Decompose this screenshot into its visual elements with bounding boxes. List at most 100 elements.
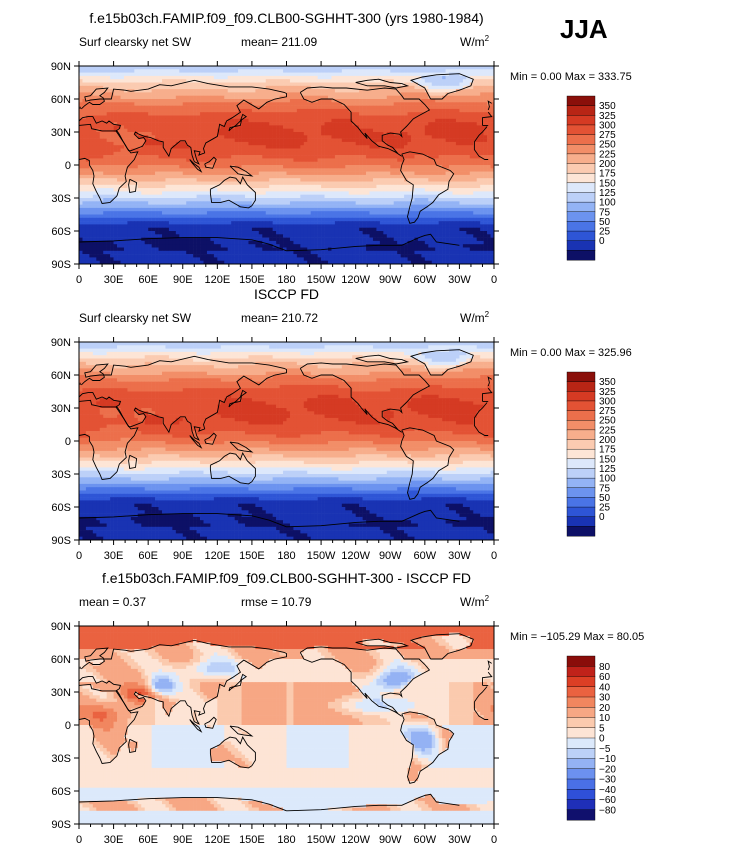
field-cell: [435, 79, 439, 83]
field-cell: [273, 149, 277, 153]
field-cell: [238, 139, 242, 143]
field-cell: [463, 66, 467, 70]
field-cell: [373, 185, 377, 189]
field-cell: [204, 116, 208, 120]
field-cell: [134, 99, 138, 103]
field-cell: [456, 168, 460, 172]
field-cell: [411, 86, 415, 90]
field-cell: [459, 125, 463, 129]
field-cell: [318, 102, 322, 106]
field-cell: [487, 188, 491, 192]
field-cell: [183, 129, 187, 133]
field-cell: [432, 112, 436, 116]
field-cell: [127, 125, 131, 129]
field-cell: [318, 79, 322, 83]
field-cell: [221, 109, 225, 113]
field-cell: [342, 195, 346, 199]
field-cell: [242, 106, 246, 110]
field-cell: [304, 69, 308, 73]
field-cell: [252, 69, 256, 73]
field-cell: [172, 102, 176, 106]
field-cell: [262, 76, 266, 80]
field-cell: [127, 92, 131, 96]
field-cell: [86, 152, 90, 156]
field-cell: [321, 165, 325, 169]
field-cell: [459, 96, 463, 100]
field-cell: [428, 139, 432, 143]
field-cell: [325, 139, 329, 143]
field-cell: [325, 92, 329, 96]
field-cell: [387, 125, 391, 129]
field-cell: [204, 69, 208, 73]
field-cell: [262, 188, 266, 192]
field-cell: [383, 168, 387, 172]
field-cell: [318, 198, 322, 202]
field-cell: [259, 149, 263, 153]
field-cell: [121, 178, 125, 182]
field-cell: [453, 66, 457, 70]
field-cell: [359, 119, 363, 123]
field-cell: [155, 155, 159, 159]
field-cell: [446, 152, 450, 156]
field-cell: [169, 125, 173, 129]
field-cell: [152, 201, 156, 205]
field-cell: [190, 178, 194, 182]
field-cell: [210, 116, 214, 120]
field-cell: [446, 66, 450, 70]
field-cell: [138, 122, 142, 126]
field-cell: [328, 79, 332, 83]
field-cell: [321, 106, 325, 110]
field-cell: [342, 165, 346, 169]
field-cell: [331, 162, 335, 166]
field-cell: [162, 106, 166, 110]
field-cell: [82, 69, 86, 73]
field-cell: [255, 195, 259, 199]
field-cell: [86, 79, 90, 83]
field-cell: [466, 69, 470, 73]
field-cell: [352, 132, 356, 136]
field-cell: [380, 116, 384, 120]
field-cell: [221, 76, 225, 80]
field-cell: [186, 76, 190, 80]
field-cell: [331, 116, 335, 120]
field-cell: [459, 168, 463, 172]
field-cell: [290, 162, 294, 166]
field-cell: [304, 76, 308, 80]
field-cell: [328, 155, 332, 159]
field-cell: [421, 73, 425, 77]
field-cell: [283, 132, 287, 136]
field-cell: [473, 182, 477, 186]
field-cell: [82, 135, 86, 139]
field-cell: [383, 109, 387, 113]
field-cell: [207, 102, 211, 106]
field-cell: [204, 86, 208, 90]
field-cell: [231, 102, 235, 106]
field-cell: [446, 99, 450, 103]
field-cell: [425, 66, 429, 70]
field-cell: [345, 139, 349, 143]
field-cell: [138, 119, 142, 123]
field-cell: [370, 116, 374, 120]
field-cell: [349, 195, 353, 199]
field-cell: [100, 145, 104, 149]
field-cell: [318, 122, 322, 126]
field-cell: [325, 195, 329, 199]
field-cell: [349, 172, 353, 176]
field-cell: [107, 83, 111, 87]
field-cell: [397, 145, 401, 149]
field-cell: [242, 165, 246, 169]
field-cell: [152, 145, 156, 149]
field-cell: [124, 152, 128, 156]
field-cell: [477, 109, 481, 113]
field-cell: [356, 182, 360, 186]
field-cell: [121, 149, 125, 153]
field-cell: [155, 135, 159, 139]
field-cell: [383, 76, 387, 80]
field-cell: [356, 69, 360, 73]
field-cell: [408, 175, 412, 179]
field-cell: [245, 188, 249, 192]
field-cell: [484, 119, 488, 123]
field-cell: [293, 198, 297, 202]
field-cell: [131, 92, 135, 96]
